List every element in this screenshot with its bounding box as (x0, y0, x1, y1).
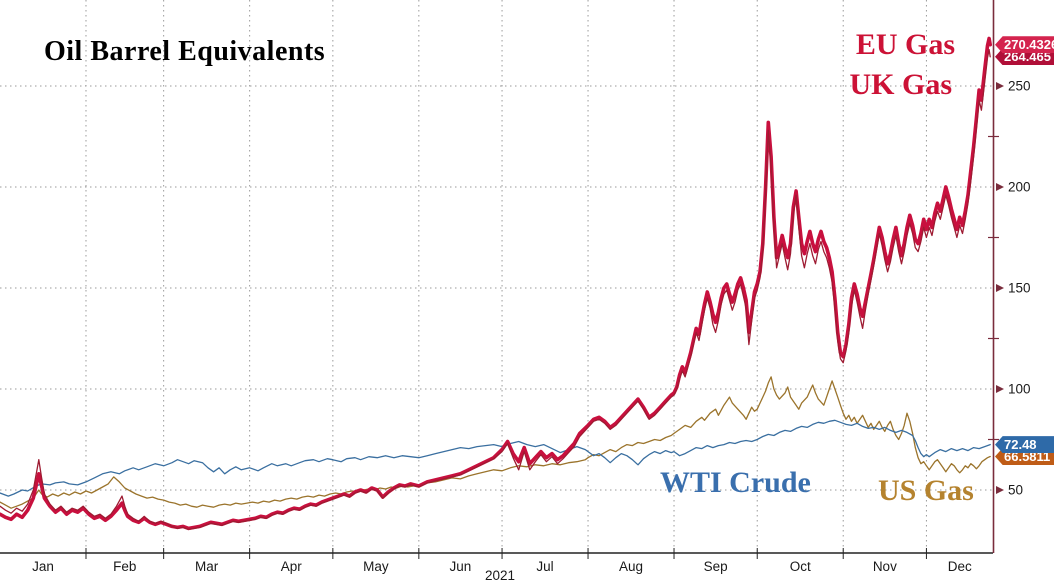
y-axis-tick-arrow (996, 82, 1004, 90)
x-axis-month-label: Oct (790, 559, 811, 574)
x-axis-month-label: Dec (948, 559, 972, 574)
legend-eu-gas: EU Gas (855, 28, 955, 61)
x-axis-month-label: Nov (873, 559, 897, 574)
series-line-eu-gas (0, 36, 993, 531)
y-axis-tick-label: 250 (1008, 79, 1031, 94)
legend-wti-crude: WTI Crude (660, 466, 811, 499)
x-axis-year-label: 2021 (484, 568, 516, 583)
y-axis-tick-arrow (996, 486, 1004, 494)
y-axis-tick-arrow (996, 385, 1004, 393)
series-line-wti-crude (0, 419, 991, 497)
legend-uk-gas: UK Gas (849, 68, 952, 101)
y-axis-tick-arrow (996, 284, 1004, 292)
y-axis-tick-label: 150 (1008, 281, 1031, 296)
series-line-uk-gas (0, 48, 991, 531)
x-axis-month-label: Aug (619, 559, 643, 574)
y-axis-tick-label: 100 (1008, 382, 1031, 397)
x-axis-month-label: Jan (32, 559, 54, 574)
y-axis-tick-arrow (996, 183, 1004, 191)
x-axis-month-label: Sep (704, 559, 728, 574)
series-line-us-gas (0, 376, 991, 509)
price-flag-wti-crude: 72.48 (995, 436, 1054, 454)
x-axis-month-label: Apr (281, 559, 303, 574)
legend-us-gas: US Gas (878, 474, 974, 507)
x-axis-month-label: May (363, 559, 389, 574)
x-axis-month-label: Jul (536, 559, 553, 574)
chart-title: Oil Barrel Equivalents (44, 36, 326, 67)
x-axis-month-label: Mar (195, 559, 219, 574)
y-axis-tick-label: 50 (1008, 483, 1023, 498)
x-axis-month-label: Feb (113, 559, 136, 574)
price-flag-eu-gas: 270.4326 (995, 36, 1054, 54)
y-axis-tick-label: 200 (1008, 180, 1031, 195)
x-axis-month-label: Jun (450, 559, 472, 574)
